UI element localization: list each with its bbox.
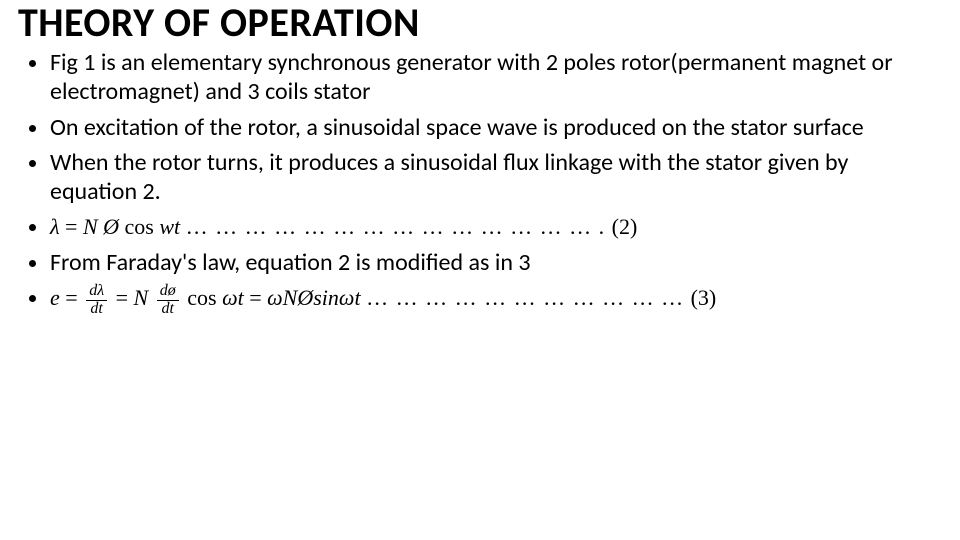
eq3-frac1-num: dλ (86, 283, 107, 300)
equation-3: e = dλ dt = N dø dt cos ωt = ωNØsinωt … … (50, 285, 716, 310)
eq3-frac2-num: dø (157, 283, 179, 300)
bullet-1: Fig 1 is an elementary synchronous gener… (50, 48, 932, 107)
eq2-phi: Ø (103, 214, 119, 239)
eq2-lambda: λ (50, 214, 60, 239)
eq3-frac1: dλ dt (86, 283, 107, 318)
eq3-eq2: = (116, 285, 134, 310)
eq3-cos: cos (187, 285, 222, 310)
slide: THEORY OF OPERATION Fig 1 is an elementa… (0, 0, 960, 540)
bullet-3: When the rotor turns, it produces a sinu… (50, 148, 932, 207)
bullet-5: From Faraday's law, equation 2 is modifi… (50, 248, 932, 277)
eq2-equals: = (65, 214, 83, 239)
eq3-frac2: dø dt (157, 283, 179, 318)
bullet-list: Fig 1 is an elementary synchronous gener… (22, 48, 938, 317)
bullet-eq3: e = dλ dt = N dø dt cos ωt = ωNØsinωt … … (50, 283, 932, 318)
eq3-eq1: = (65, 285, 83, 310)
eq3-rhs: ωNØsinωt (267, 285, 360, 310)
eq3-eq3: = (249, 285, 267, 310)
eq3-e: e (50, 285, 60, 310)
bullet-eq2: λ = N Ø cos wt … … … … … … … … … … … … …… (50, 212, 932, 241)
eq2-cos: cos (125, 214, 160, 239)
eq3-dots: … … … … … … … … … … … (366, 285, 691, 310)
eq3-num: (3) (691, 285, 717, 310)
eq3-wt: ωt (222, 285, 244, 310)
eq2-dots: … … … … … … … … … … … … … … . (186, 214, 612, 239)
eq3-frac1-den: dt (86, 300, 107, 318)
equation-2: λ = N Ø cos wt … … … … … … … … … … … … …… (50, 214, 637, 239)
eq2-wt: wt (159, 214, 180, 239)
eq3-frac2-den: dt (157, 300, 179, 318)
bullet-2: On excitation of the rotor, a sinusoidal… (50, 113, 932, 142)
eq2-num: (2) (612, 214, 638, 239)
slide-title: THEORY OF OPERATION (18, 2, 938, 44)
eq2-N: N (83, 214, 98, 239)
eq3-N: N (134, 285, 149, 310)
